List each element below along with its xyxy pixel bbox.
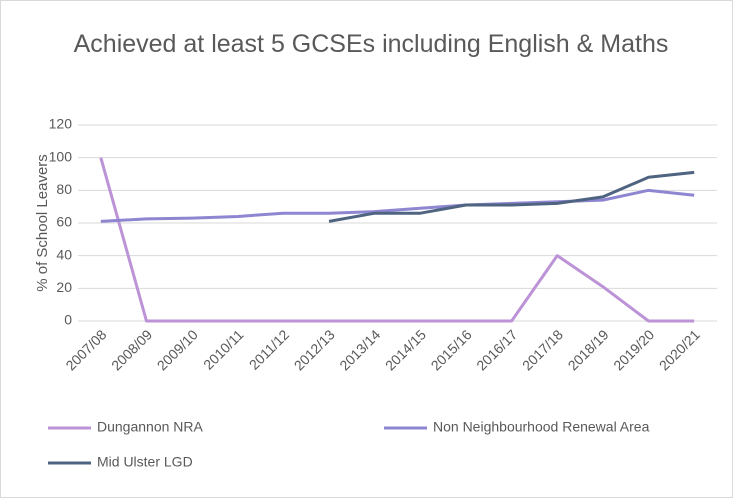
- x-tick-label: 2016/17: [473, 326, 520, 373]
- chart-title: Achieved at least 5 GCSEs including Engl…: [73, 30, 669, 58]
- x-tick-label: 2012/13: [291, 326, 338, 373]
- series-line: [328, 170, 695, 223]
- series-line: [99, 157, 695, 323]
- x-tick-label: 2015/16: [428, 326, 475, 373]
- y-tick-label: 0: [64, 312, 72, 328]
- x-tick-label: 2018/19: [565, 326, 612, 373]
- x-tick-label: 2007/08: [62, 326, 109, 373]
- x-tick-label: 2020/21: [656, 326, 703, 373]
- x-tick-label: 2013/14: [336, 326, 383, 373]
- series-line: [100, 188, 695, 223]
- x-tick-label: 2014/15: [382, 326, 429, 373]
- x-tick-label: 2017/18: [519, 326, 566, 373]
- legend-label: Mid Ulster LGD: [97, 454, 193, 470]
- x-tick-label: 2010/11: [200, 326, 247, 373]
- y-axis-label: % of School Leavers: [34, 154, 51, 292]
- x-tick-label: 2008/09: [108, 326, 155, 373]
- x-tick-label: 2011/12: [246, 326, 293, 373]
- y-tick-label: 60: [56, 214, 72, 230]
- y-tick-label: 100: [49, 148, 73, 164]
- y-tick-label: 120: [49, 116, 73, 132]
- x-tick-label: 2009/10: [154, 326, 201, 373]
- legend-label: Dungannon NRA: [97, 419, 204, 435]
- x-tick-label: 2019/20: [610, 326, 657, 373]
- y-tick-label: 20: [56, 279, 72, 295]
- y-tick-label: 40: [56, 246, 72, 262]
- legend-label: Non Neighbourhood Renewal Area: [433, 419, 650, 435]
- y-tick-label: 80: [56, 181, 72, 197]
